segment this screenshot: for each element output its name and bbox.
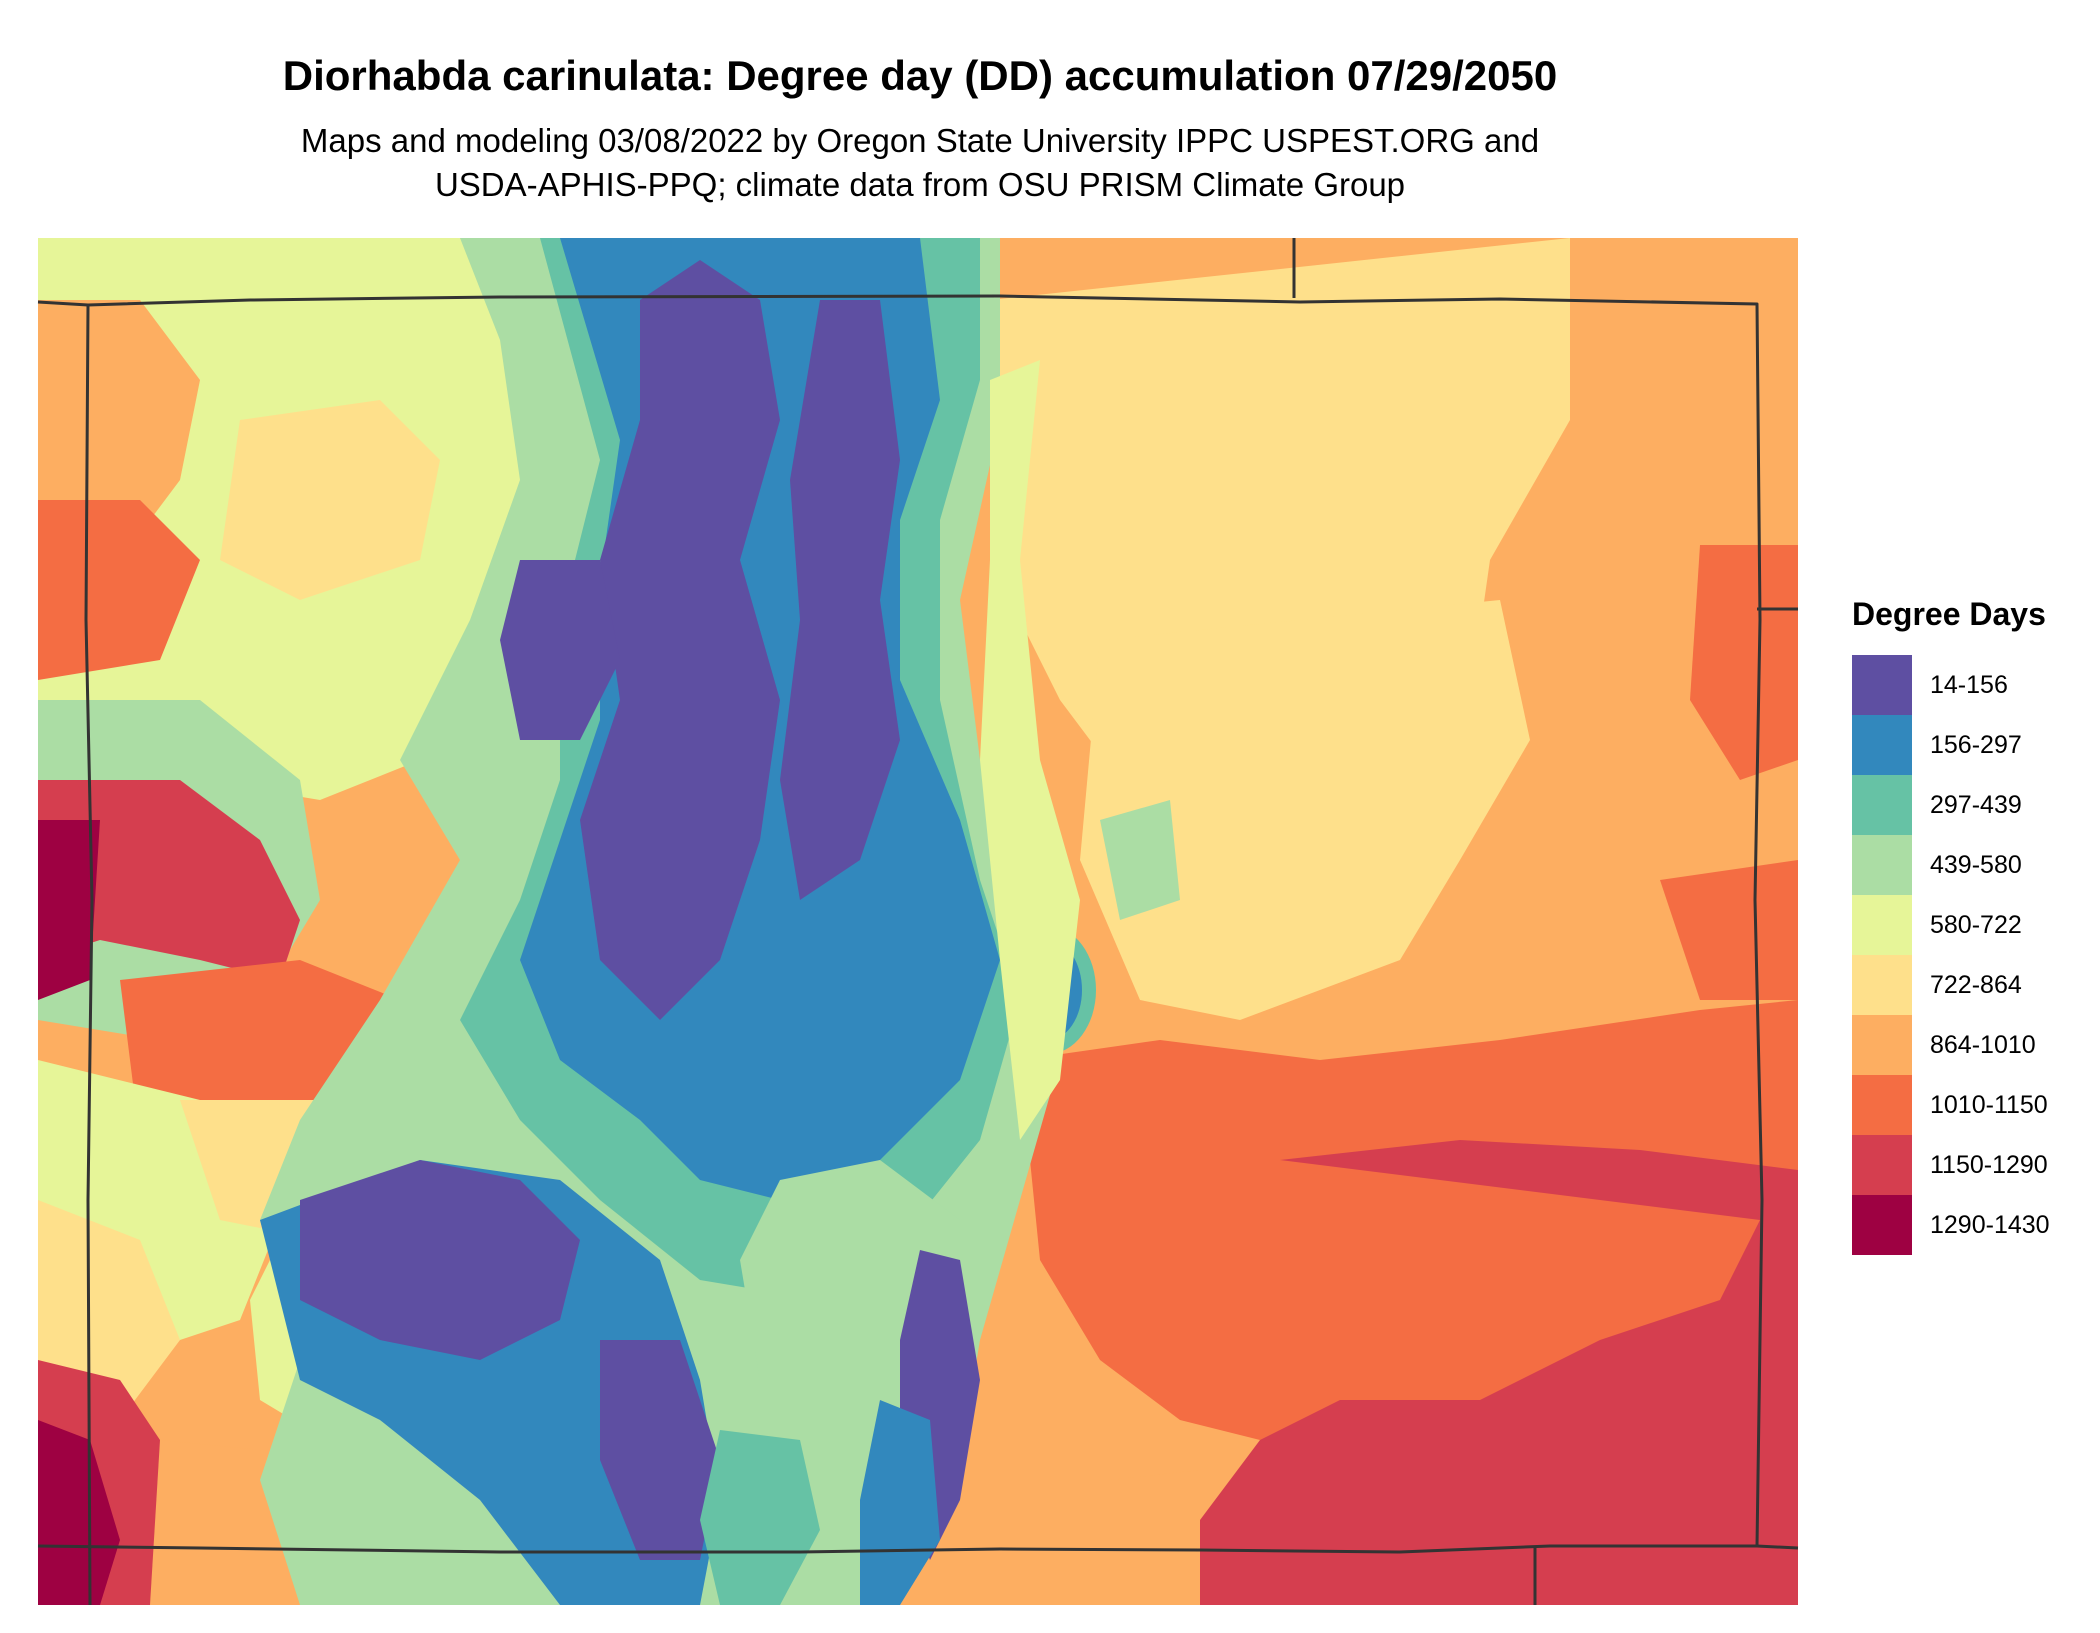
dd-zone	[700, 1430, 820, 1605]
legend-label: 14-156	[1930, 670, 2008, 699]
dd-zone	[300, 1160, 580, 1360]
legend: Degree Days 14-156 156-297 297-439 439-580 5…	[1852, 596, 2092, 1255]
state-boundaries	[37, 238, 1799, 1606]
legend-label: 439-580	[1930, 850, 2022, 879]
legend-item: 864-1010	[1852, 1015, 2092, 1075]
state-border-west	[84, 304, 94, 1606]
legend-swatch	[1852, 1015, 1912, 1075]
dd-zone	[1660, 860, 1798, 1000]
legend-swatch	[1852, 775, 1912, 835]
legend-item: 1290-1430	[1852, 1195, 2092, 1255]
dd-zone	[780, 300, 900, 900]
legend-label: 864-1010	[1930, 1030, 2036, 1059]
legend-swatch	[1852, 1135, 1912, 1195]
legend-swatch	[1852, 835, 1912, 895]
dd-zone	[600, 1340, 720, 1560]
legend-items: 14-156 156-297 297-439 439-580 580-722 722-86…	[1852, 655, 2092, 1255]
legend-item: 297-439	[1852, 775, 2092, 835]
legend-swatch	[1852, 1075, 1912, 1135]
legend-swatch	[1852, 1195, 1912, 1255]
legend-item: 439-580	[1852, 835, 2092, 895]
dd-zone	[500, 560, 620, 740]
legend-swatch	[1852, 955, 1912, 1015]
legend-swatch	[1852, 655, 1912, 715]
state-border-south	[37, 1544, 1799, 1554]
legend-label: 1010-1150	[1930, 1090, 2048, 1119]
legend-title: Degree Days	[1852, 596, 2046, 632]
dd-zone	[1110, 1470, 1200, 1605]
legend-label: 1150-1290	[1930, 1150, 2048, 1179]
dd-zone	[1100, 800, 1180, 920]
map-title: Diorhabda carinulata: Degree day (DD) ac…	[282, 52, 1558, 99]
dd-zone	[580, 260, 780, 1020]
legend-item: 1150-1290	[1852, 1135, 2092, 1195]
legend-item: 14-156	[1852, 655, 2092, 715]
map-subtitle-line-2: USDA-APHIS-PPQ; climate data from OSU PR…	[434, 166, 1406, 203]
dd-zone	[38, 820, 100, 1000]
legend-label: 156-297	[1930, 730, 2022, 759]
legend-label: 722-864	[1930, 970, 2022, 999]
dd-zone	[860, 1400, 940, 1605]
dd-zone	[980, 360, 1080, 1140]
state-border-north-east	[37, 294, 1764, 1547]
map-raster	[38, 238, 1798, 1605]
legend-label: 580-722	[1930, 910, 2022, 939]
legend-item: 580-722	[1852, 895, 2092, 955]
dd-zone	[38, 500, 200, 680]
dd-zone	[38, 780, 300, 980]
map-subtitle-line-1: Maps and modeling 03/08/2022 by Oregon S…	[300, 122, 1540, 159]
dd-zone	[38, 1420, 120, 1605]
legend-label: 1290-1430	[1930, 1210, 2050, 1239]
legend-item: 156-297	[1852, 715, 2092, 775]
legend-item: 722-864	[1852, 955, 2092, 1015]
dd-zone	[220, 400, 440, 600]
dd-zone	[1180, 1140, 1798, 1605]
legend-item: 1010-1150	[1852, 1075, 2092, 1135]
dd-zone	[1080, 600, 1530, 1020]
legend-swatch	[1852, 715, 1912, 775]
legend-swatch	[1852, 895, 1912, 955]
dd-zone	[1690, 545, 1798, 780]
legend-label: 297-439	[1930, 790, 2022, 819]
dd-zone	[38, 300, 200, 560]
dd-zone	[1020, 1000, 1798, 1440]
